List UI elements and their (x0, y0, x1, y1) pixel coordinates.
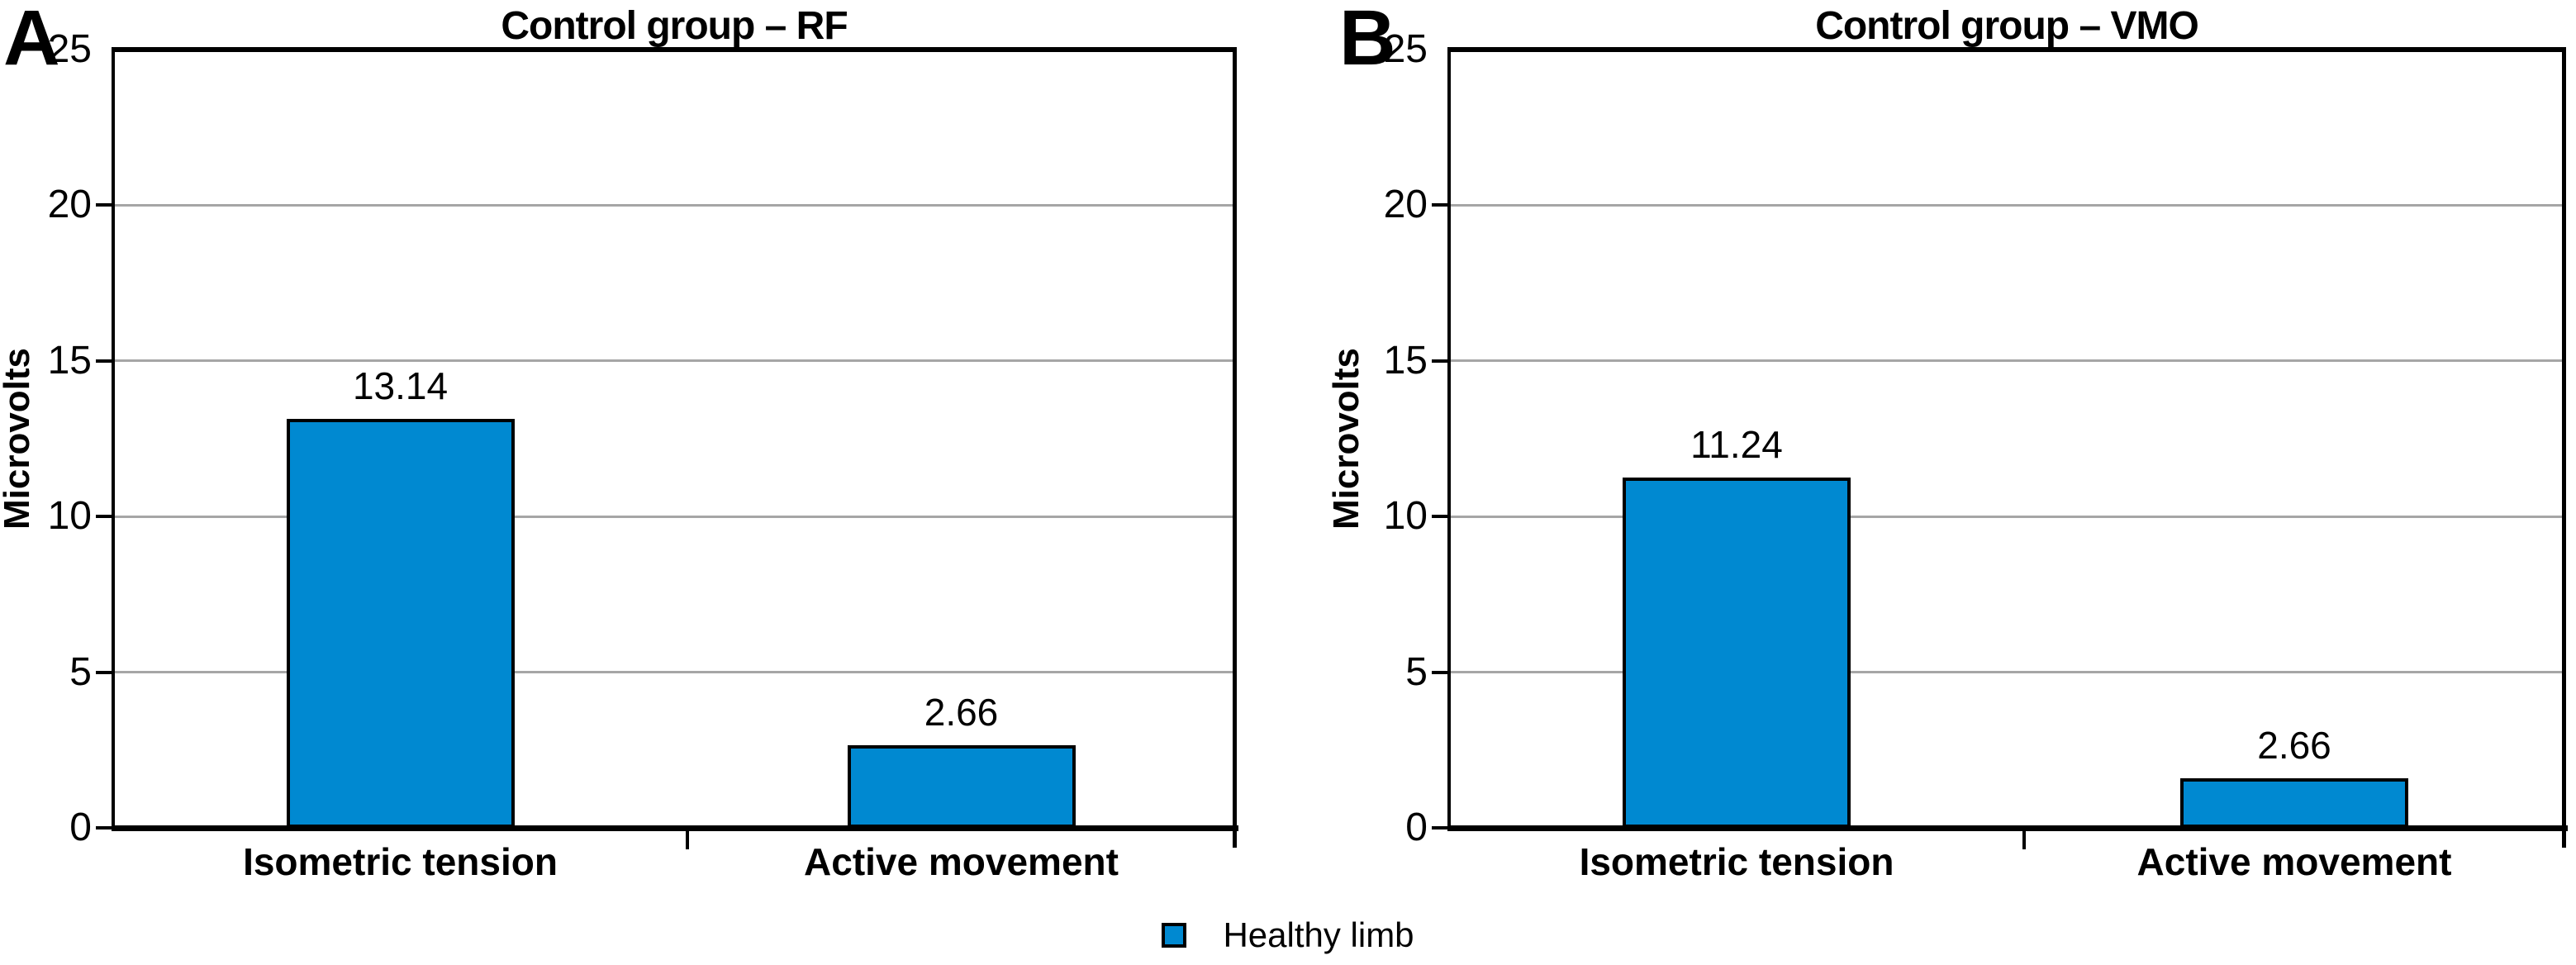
y-axis-tick (1432, 515, 1449, 519)
panel-b: B Control group – VMO Microvolts 0 5 10 15 2… (1288, 0, 2576, 965)
x-axis-line (112, 825, 1238, 831)
x-axis-category-label: Isometric tension (1579, 840, 1894, 883)
gridline (113, 203, 1235, 207)
y-tick-label: 25 (1383, 27, 1428, 71)
y-axis-tick (96, 515, 113, 519)
bar-value-label: 11.24 (1690, 423, 1783, 467)
x-axis-tick (686, 828, 689, 849)
legend: Healthy limb (0, 914, 2576, 957)
legend-label-healthy-limb: Healthy limb (1223, 915, 1414, 954)
gridline (1449, 515, 2564, 518)
bar-value-label: 2.66 (2257, 723, 2331, 767)
x-axis-category-label: Active movement (804, 840, 1119, 883)
y-axis-line (1447, 47, 1451, 830)
chart-title-b: Control group – VMO (1815, 4, 2199, 48)
y-axis-tick (96, 826, 113, 830)
y-tick-label: 5 (1405, 649, 1428, 694)
y-axis-tick (96, 670, 113, 674)
plot-right-border (2562, 47, 2566, 848)
x-axis-category-label: Isometric tension (243, 840, 558, 883)
y-axis-tick (96, 359, 113, 363)
y-axis-tick (1432, 203, 1449, 207)
chart-title-a: Control group – RF (501, 4, 848, 48)
panel-a: A Control group – RF Microvolts 0 5 10 15 20… (0, 0, 1238, 883)
y-tick-label: 10 (47, 494, 92, 539)
y-axis-title-b: Microvolts (1326, 347, 1366, 530)
gridline (113, 515, 1235, 518)
legend-swatch-healthy-limb (1162, 923, 1187, 948)
panel-letter-a: A (3, 0, 60, 82)
y-tick-label: 25 (47, 27, 92, 71)
y-tick-label: 20 (47, 183, 92, 227)
gridline (1449, 203, 2564, 207)
y-tick-label: 0 (1405, 806, 1428, 849)
y-axis-line (112, 47, 115, 830)
gridline (1449, 359, 2564, 363)
y-tick-label: 15 (1383, 338, 1428, 383)
y-tick-label: 0 (69, 806, 92, 849)
bar-isometric-tension (286, 418, 515, 828)
x-axis-line (1447, 825, 2568, 831)
y-axis-tick (1432, 359, 1449, 363)
gridline (113, 671, 1235, 674)
y-axis-tick (1432, 670, 1449, 674)
y-axis-title-a: Microvolts (0, 347, 37, 530)
plot-top-border (1447, 47, 2566, 52)
bar-value-label: 13.14 (352, 364, 449, 407)
x-axis-category-label: Active movement (2136, 840, 2452, 883)
bar-isometric-tension (1623, 478, 1851, 828)
gridline (1449, 671, 2564, 674)
bar-value-label: 2.66 (924, 690, 999, 734)
bar-active-movement (2180, 777, 2408, 828)
plot-right-border (1233, 47, 1237, 848)
bar-active-movement (847, 744, 1076, 828)
y-axis-tick (1432, 826, 1449, 830)
y-tick-label: 5 (69, 649, 92, 694)
panel-letter-b: B (1339, 0, 1396, 82)
plot-top-border (112, 47, 1237, 52)
y-tick-label: 15 (47, 338, 92, 383)
y-axis-tick (96, 203, 113, 207)
x-axis-tick (2022, 828, 2026, 849)
gridline (113, 359, 1235, 363)
y-tick-label: 20 (1383, 183, 1428, 227)
y-tick-label: 10 (1383, 494, 1428, 539)
